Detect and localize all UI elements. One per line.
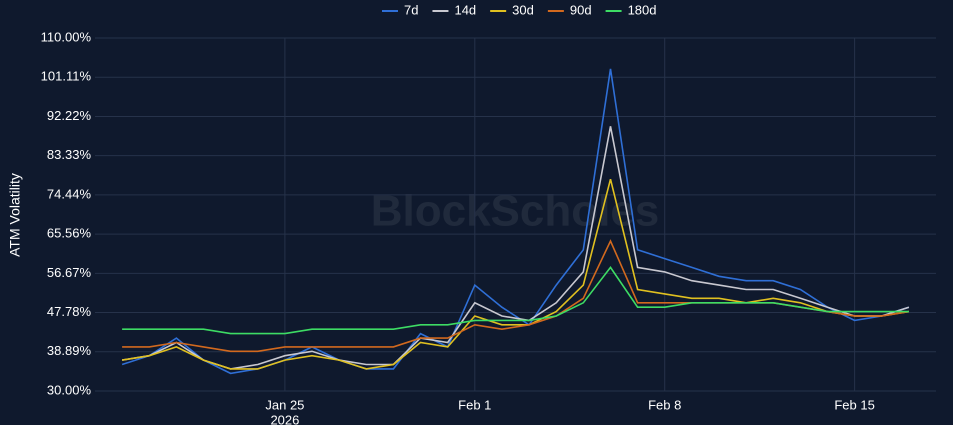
legend-label[interactable]: 7d — [404, 2, 418, 17]
legend-label[interactable]: 30d — [512, 2, 534, 17]
x-tick-label: Feb 8 — [648, 397, 681, 412]
series-line — [121, 179, 910, 370]
y-tick-label: 30.00% — [47, 382, 92, 397]
series-line — [122, 266, 909, 335]
y-tick-label: 74.44% — [47, 186, 92, 201]
legend-label[interactable]: 180d — [628, 2, 657, 17]
y-tick-label: 92.22% — [47, 108, 92, 123]
y-tick-label: 110.00% — [41, 29, 92, 44]
y-tick-label: 83.33% — [47, 147, 92, 162]
legend-label[interactable]: 14d — [454, 2, 476, 17]
legend-label[interactable]: 90d — [570, 2, 592, 17]
y-tick-label: 47.78% — [47, 304, 92, 319]
watermark: BlockScholes — [371, 187, 660, 236]
y-tick-label: 65.56% — [47, 226, 92, 241]
x-tick-label: Feb 15 — [834, 397, 874, 412]
y-axis-label: ATM Volatility — [7, 173, 23, 257]
series-line — [121, 126, 910, 370]
y-tick-label: 38.89% — [47, 343, 92, 358]
y-tick-label: 56.67% — [47, 265, 92, 280]
y-tick-label: 101.11% — [41, 69, 92, 84]
x-tick-label: Jan 25 — [265, 397, 304, 412]
x-tick-sublabel: 2026 — [270, 412, 299, 425]
x-tick-label: Feb 1 — [458, 397, 491, 412]
